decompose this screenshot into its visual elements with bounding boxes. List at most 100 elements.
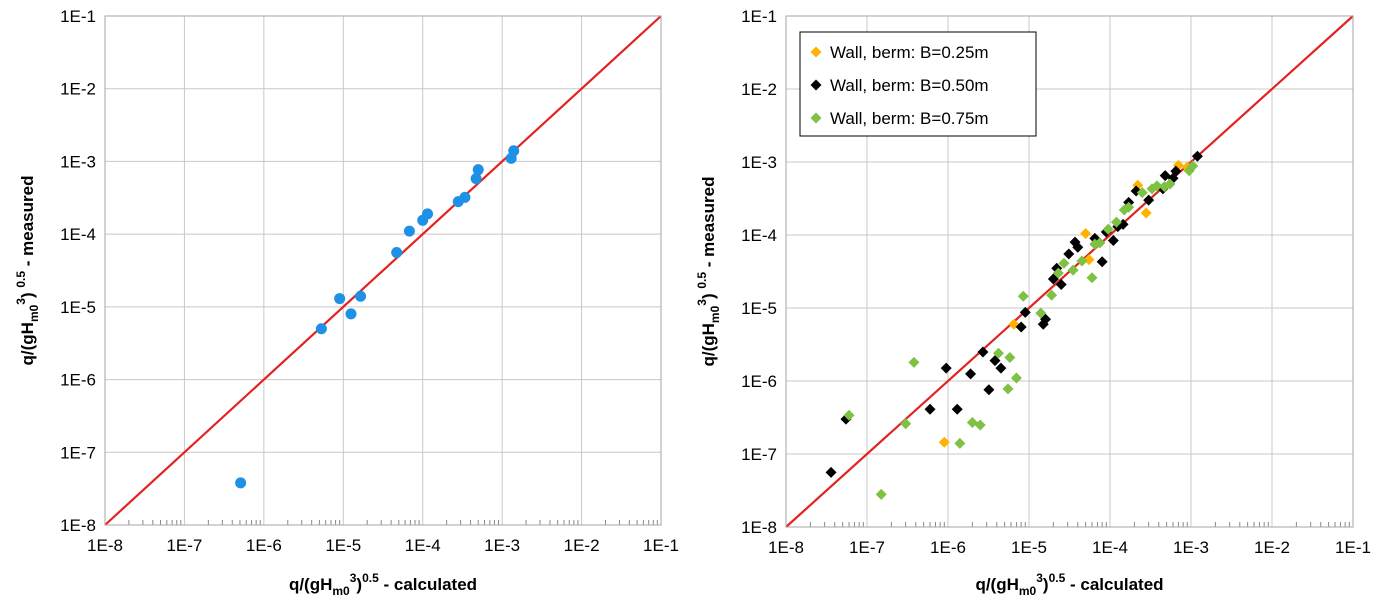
axis-title-base: q/(gH <box>699 323 718 366</box>
x-tick-label: 1E-6 <box>930 538 966 557</box>
y-tick-label: 1E-8 <box>741 518 777 537</box>
axis-title-sup2: 0.5 <box>695 272 709 289</box>
y-tick-label: 1E-3 <box>741 153 777 172</box>
legend: Wall, berm: B=0.25m Wall, berm: B=0.50m Wa… <box>799 31 1037 137</box>
axis-title-sup2: 0.5 <box>14 271 28 288</box>
axis-title-sup2: 0.5 <box>1049 571 1066 585</box>
axis-title-sub: m0 <box>27 304 41 322</box>
data-point <box>924 403 936 415</box>
y-tick-label: 1E-5 <box>741 299 777 318</box>
axis-title-sup1: 3 <box>350 571 357 585</box>
data-point <box>345 308 357 320</box>
data-point <box>825 466 837 478</box>
axis-title-tail: - measured <box>18 176 37 271</box>
axis-title-tail: - calculated <box>1065 575 1163 594</box>
axis-title-sup1: 3 <box>695 299 709 306</box>
legend-label: Wall, berm: B=0.25m <box>830 43 989 62</box>
axis-title-sup1: 3 <box>14 298 28 305</box>
data-point <box>235 477 247 489</box>
data-point <box>965 368 977 380</box>
one-to-one-line <box>104 15 662 526</box>
data-point <box>1107 235 1119 247</box>
x-tick-label: 1E-7 <box>849 538 885 557</box>
axis-title-mid: ) <box>1043 575 1049 594</box>
plot-frame <box>104 15 662 526</box>
y-axis-title: q/(gHm03) 0.5 - measured <box>14 176 41 366</box>
data-point <box>470 173 482 185</box>
x-tick-label: 1E-2 <box>564 536 600 555</box>
plot-frame <box>785 15 1354 528</box>
axis-title-base: q/(gH <box>18 322 37 365</box>
data-point <box>355 290 367 302</box>
y-tick-label: 1E-8 <box>60 516 96 535</box>
x-minor-ticks <box>809 522 1350 527</box>
data-point <box>1094 237 1106 249</box>
data-point <box>951 403 963 415</box>
axis-title-mid: ) <box>356 575 362 594</box>
series-2 <box>825 150 1203 478</box>
data-point <box>1002 383 1014 395</box>
data-point <box>334 293 346 305</box>
data-point <box>1058 257 1070 269</box>
data-point <box>1123 201 1135 213</box>
legend-marker <box>810 112 822 124</box>
axis-title-sup2: 0.5 <box>362 571 379 585</box>
data-point <box>472 164 484 176</box>
data-point <box>992 347 1004 359</box>
y-axis-title: q/(gHm03) 0.5 - measured <box>695 177 722 367</box>
x-tick-label: 1E-3 <box>484 536 520 555</box>
data-point <box>1052 267 1064 279</box>
y-tick-label: 1E-7 <box>60 443 96 462</box>
data-point <box>1055 278 1067 290</box>
axis-title-base: q/(gH <box>289 575 332 594</box>
data-point <box>954 437 966 449</box>
y-tick-label: 1E-6 <box>60 371 96 390</box>
legend-box <box>799 31 1037 137</box>
axis-title-mid: ) <box>18 288 37 298</box>
x-tick-label: 1E-7 <box>166 536 202 555</box>
data-point <box>1083 254 1095 266</box>
data-point <box>1035 307 1047 319</box>
data-point <box>938 436 950 448</box>
x-tick-label: 1E-5 <box>1011 538 1047 557</box>
legend-marker <box>810 46 822 58</box>
y-tick-label: 1E-3 <box>60 152 96 171</box>
data-point <box>1170 165 1182 177</box>
data-point <box>940 362 952 374</box>
axis-title-mid: ) <box>699 289 718 299</box>
x-axis-title: q/(gHm03)0.5 - calculated <box>975 571 1163 598</box>
x-tick-label: 1E-5 <box>325 536 361 555</box>
data-point <box>1046 289 1058 301</box>
x-tick-label: 1E-3 <box>1173 538 1209 557</box>
data-point <box>843 409 855 421</box>
data-point <box>1102 223 1114 235</box>
data-point <box>1187 160 1199 172</box>
y-tick-label: 1E-6 <box>741 372 777 391</box>
data-point <box>403 225 415 237</box>
data-point <box>908 356 920 368</box>
data-point <box>1096 256 1108 268</box>
data-point <box>995 362 1007 374</box>
data-point <box>422 208 434 220</box>
data-point <box>315 323 327 335</box>
axis-title-sub: m0 <box>1019 584 1037 598</box>
series-1 <box>235 145 520 489</box>
axis-title-sup1: 3 <box>1036 571 1043 585</box>
data-point <box>974 419 986 431</box>
data-point <box>1072 241 1084 253</box>
series-3 <box>843 160 1199 500</box>
data-point <box>1010 372 1022 384</box>
chart-panel-2: 1E-8 1E-7 1E-6 1E-5 1E-4 1E-3 1E-2 1E-1 1E-8 1E-7… <box>695 7 1371 598</box>
y-tick-label: 1E-4 <box>60 225 96 244</box>
legend-label: Wall, berm: B=0.75m <box>830 109 989 128</box>
data-point <box>1140 207 1152 219</box>
data-point <box>1063 248 1075 260</box>
data-point <box>1015 321 1027 333</box>
data-point <box>1151 180 1163 192</box>
data-point <box>1019 306 1031 318</box>
y-tick-label: 1E-5 <box>60 298 96 317</box>
axis-title-base: q/(gH <box>975 575 1018 594</box>
legend-label: Wall, berm: B=0.50m <box>830 76 989 95</box>
data-point <box>1110 216 1122 228</box>
